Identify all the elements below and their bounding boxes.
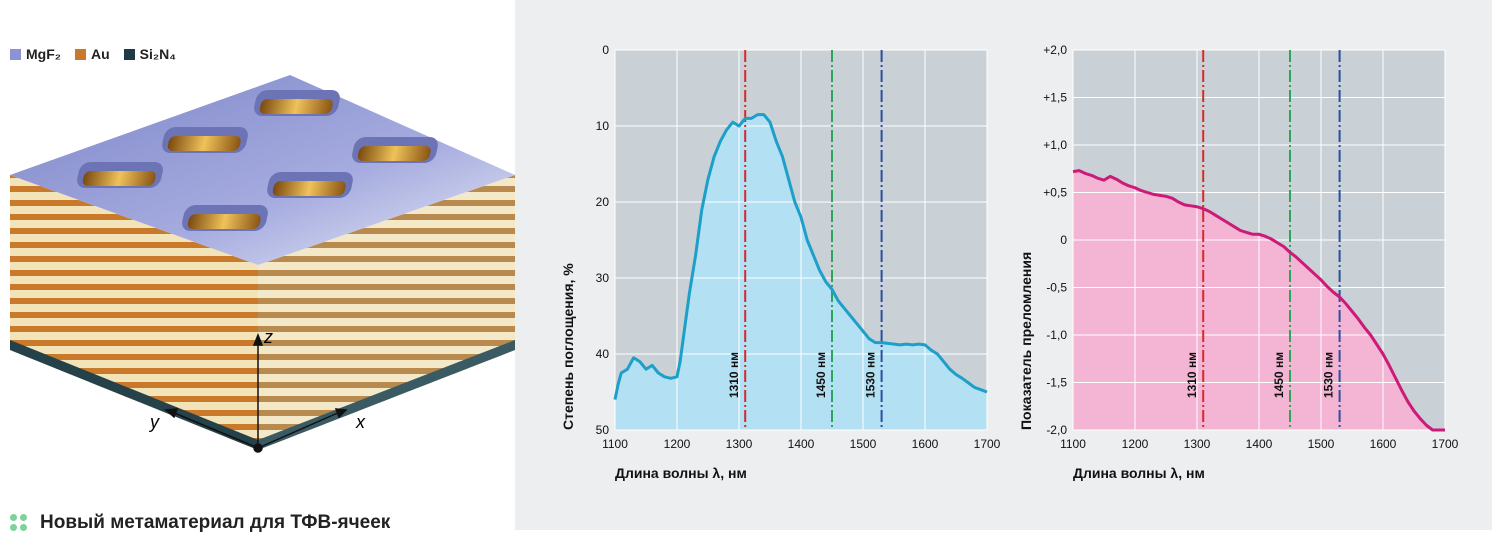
y-tick-label: 0: [1060, 233, 1067, 247]
marker-label: 1450 нм: [1272, 352, 1286, 398]
x-tick-label: 1500: [850, 437, 877, 451]
x-tick-label: 1100: [1060, 437, 1086, 451]
marker-label: 1450 нм: [814, 352, 828, 398]
series-line: [1072, 169, 1445, 432]
legend-swatch-mgf2: [10, 48, 21, 60]
figure-caption: Новый метаматериал для ТФВ-ячеек: [10, 512, 390, 534]
legend-item-si2n4: Si₂N₄: [123, 46, 176, 62]
axis-label-x: x: [355, 412, 366, 432]
y-tick-label: 20: [596, 195, 610, 209]
x-tick-label: 1700: [974, 437, 1001, 451]
metamaterial-block-illustration: z y x: [10, 75, 515, 453]
legend-swatch-si2n4: [123, 48, 135, 60]
y-axis-label: Степень поглощения, %: [560, 263, 576, 430]
legend-swatch-au: [75, 48, 86, 60]
x-tick-label: 1100: [602, 437, 628, 451]
y-tick-label: 40: [596, 347, 610, 361]
marker-label: 1310 нм: [1185, 352, 1199, 398]
material-legend: MgF₂ Au Si₂N₄: [10, 46, 176, 62]
marker-label: 1310 нм: [727, 352, 741, 398]
x-tick-label: 1300: [1184, 437, 1211, 451]
marker-label: 1530 нм: [1322, 352, 1336, 398]
x-tick-label: 1600: [1370, 437, 1397, 451]
series-line: [613, 113, 988, 400]
y-tick-label: +2,0: [1043, 43, 1067, 57]
caption-dots-icon: [10, 514, 28, 532]
x-tick-label: 1600: [912, 437, 939, 451]
legend-label-mgf2: MgF₂: [26, 46, 61, 62]
absorption-chart: 1310 нм 1450 нм 1530 нм 1100 1200 1300 1400 150…: [560, 43, 1001, 481]
x-tick-label: 1500: [1308, 437, 1335, 451]
caption-text: Новый метаматериал для ТФВ-ячеек: [40, 512, 391, 533]
x-axis-label: Длина волны λ, нм: [615, 465, 747, 481]
y-tick-label: +1,0: [1043, 138, 1067, 152]
top-holes: [77, 90, 438, 231]
charts-panel: 1310 нм 1450 нм 1530 нм 1100 1200 1300 1400 150…: [515, 0, 1492, 530]
block-top-face: [10, 75, 515, 265]
block-base-right: [258, 340, 515, 450]
y-tick-label: +1,5: [1043, 91, 1067, 105]
axis-label-z: z: [263, 327, 273, 347]
refractive-index-chart: 1310 нм 1450 нм 1530 нм 1100 1200 1300 1400 150…: [1018, 43, 1459, 481]
x-tick-label: 1200: [1122, 437, 1149, 451]
y-tick-label: -1,5: [1046, 376, 1067, 390]
legend-item-mgf2: MgF₂: [10, 46, 61, 62]
y-tick-label: 30: [596, 271, 610, 285]
axis-label-y: y: [148, 412, 160, 432]
y-axis-label: Показатель преломления: [1018, 252, 1034, 430]
x-tick-label: 1700: [1432, 437, 1459, 451]
y-tick-label: 10: [596, 119, 610, 133]
x-axis-label: Длина волны λ, нм: [1073, 465, 1205, 481]
x-tick-label: 1300: [726, 437, 753, 451]
x-tick-label: 1400: [1246, 437, 1273, 451]
legend-item-au: Au: [75, 46, 110, 62]
y-tick-label: -2,0: [1046, 423, 1067, 437]
x-tick-label: 1400: [788, 437, 815, 451]
marker-label: 1530 нм: [864, 352, 878, 398]
y-tick-label: -1,0: [1046, 328, 1067, 342]
metamaterial-illustration-panel: MgF₂ Au Si₂N₄: [0, 0, 515, 540]
coordinate-axes: [164, 332, 348, 453]
block-right-face: [258, 175, 515, 450]
legend-label-au: Au: [91, 46, 110, 62]
y-tick-label: 50: [596, 423, 610, 437]
block-left-face: [10, 175, 258, 450]
y-tick-label: +0,5: [1043, 186, 1067, 200]
y-tick-label: -0,5: [1046, 281, 1067, 295]
x-tick-label: 1200: [664, 437, 691, 451]
y-tick-label: 0: [602, 43, 609, 57]
legend-label-si2n4: Si₂N₄: [139, 46, 176, 62]
